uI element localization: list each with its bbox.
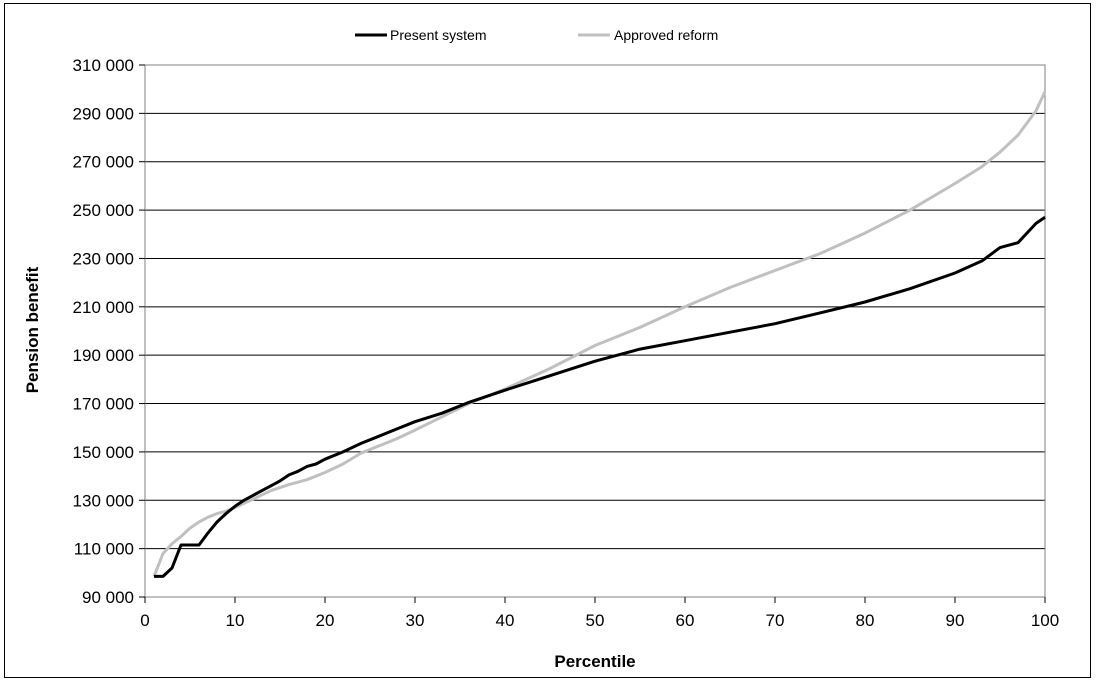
- x-tick-label: 0: [140, 611, 149, 630]
- y-tick-label: 130 000: [73, 491, 134, 510]
- legend-label-approved-reform: Approved reform: [614, 27, 718, 43]
- x-tick-label: 20: [316, 611, 335, 630]
- y-tick-label: 250 000: [73, 201, 134, 220]
- legend: Present system Approved reform: [355, 27, 718, 43]
- x-tick-label: 30: [406, 611, 425, 630]
- y-axis-title: Pension benefit: [23, 266, 42, 393]
- y-tick-label: 150 000: [73, 443, 134, 462]
- series-line-present-system: [154, 216, 1046, 578]
- legend-label-present-system: Present system: [390, 27, 486, 43]
- x-axis-title: Percentile: [554, 652, 635, 671]
- y-tick-label: 170 000: [73, 395, 134, 414]
- y-tick-label: 310 000: [73, 56, 134, 75]
- y-tick-label: 90 000: [82, 588, 134, 607]
- y-tick-label: 110 000: [74, 540, 134, 559]
- chart-frame: [4, 3, 1091, 678]
- y-tick-label: 210 000: [73, 298, 134, 317]
- y-tick-label: 190 000: [73, 346, 134, 365]
- x-tick-label: 100: [1031, 611, 1059, 630]
- x-tick-label: 70: [766, 611, 785, 630]
- x-tick-label: 50: [586, 611, 605, 630]
- grid-lines: [144, 64, 1045, 598]
- tick-labels: 90 000 110 000 130 000 150 000 170 000 190 00…: [73, 56, 1060, 630]
- series-layer: [152, 90, 1047, 578]
- x-tick-label: 80: [856, 611, 875, 630]
- y-tick-label: 230 000: [73, 249, 134, 268]
- y-tick-label: 270 000: [73, 153, 134, 172]
- x-tick-label: 40: [496, 611, 515, 630]
- y-tick-label: 290 000: [73, 104, 134, 123]
- plot-area-border: [144, 64, 1046, 598]
- x-tick-label: 60: [676, 611, 695, 630]
- x-tick-label: 90: [946, 611, 965, 630]
- x-tick-label: 10: [226, 611, 245, 630]
- series-line-approved-reform: [152, 90, 1047, 577]
